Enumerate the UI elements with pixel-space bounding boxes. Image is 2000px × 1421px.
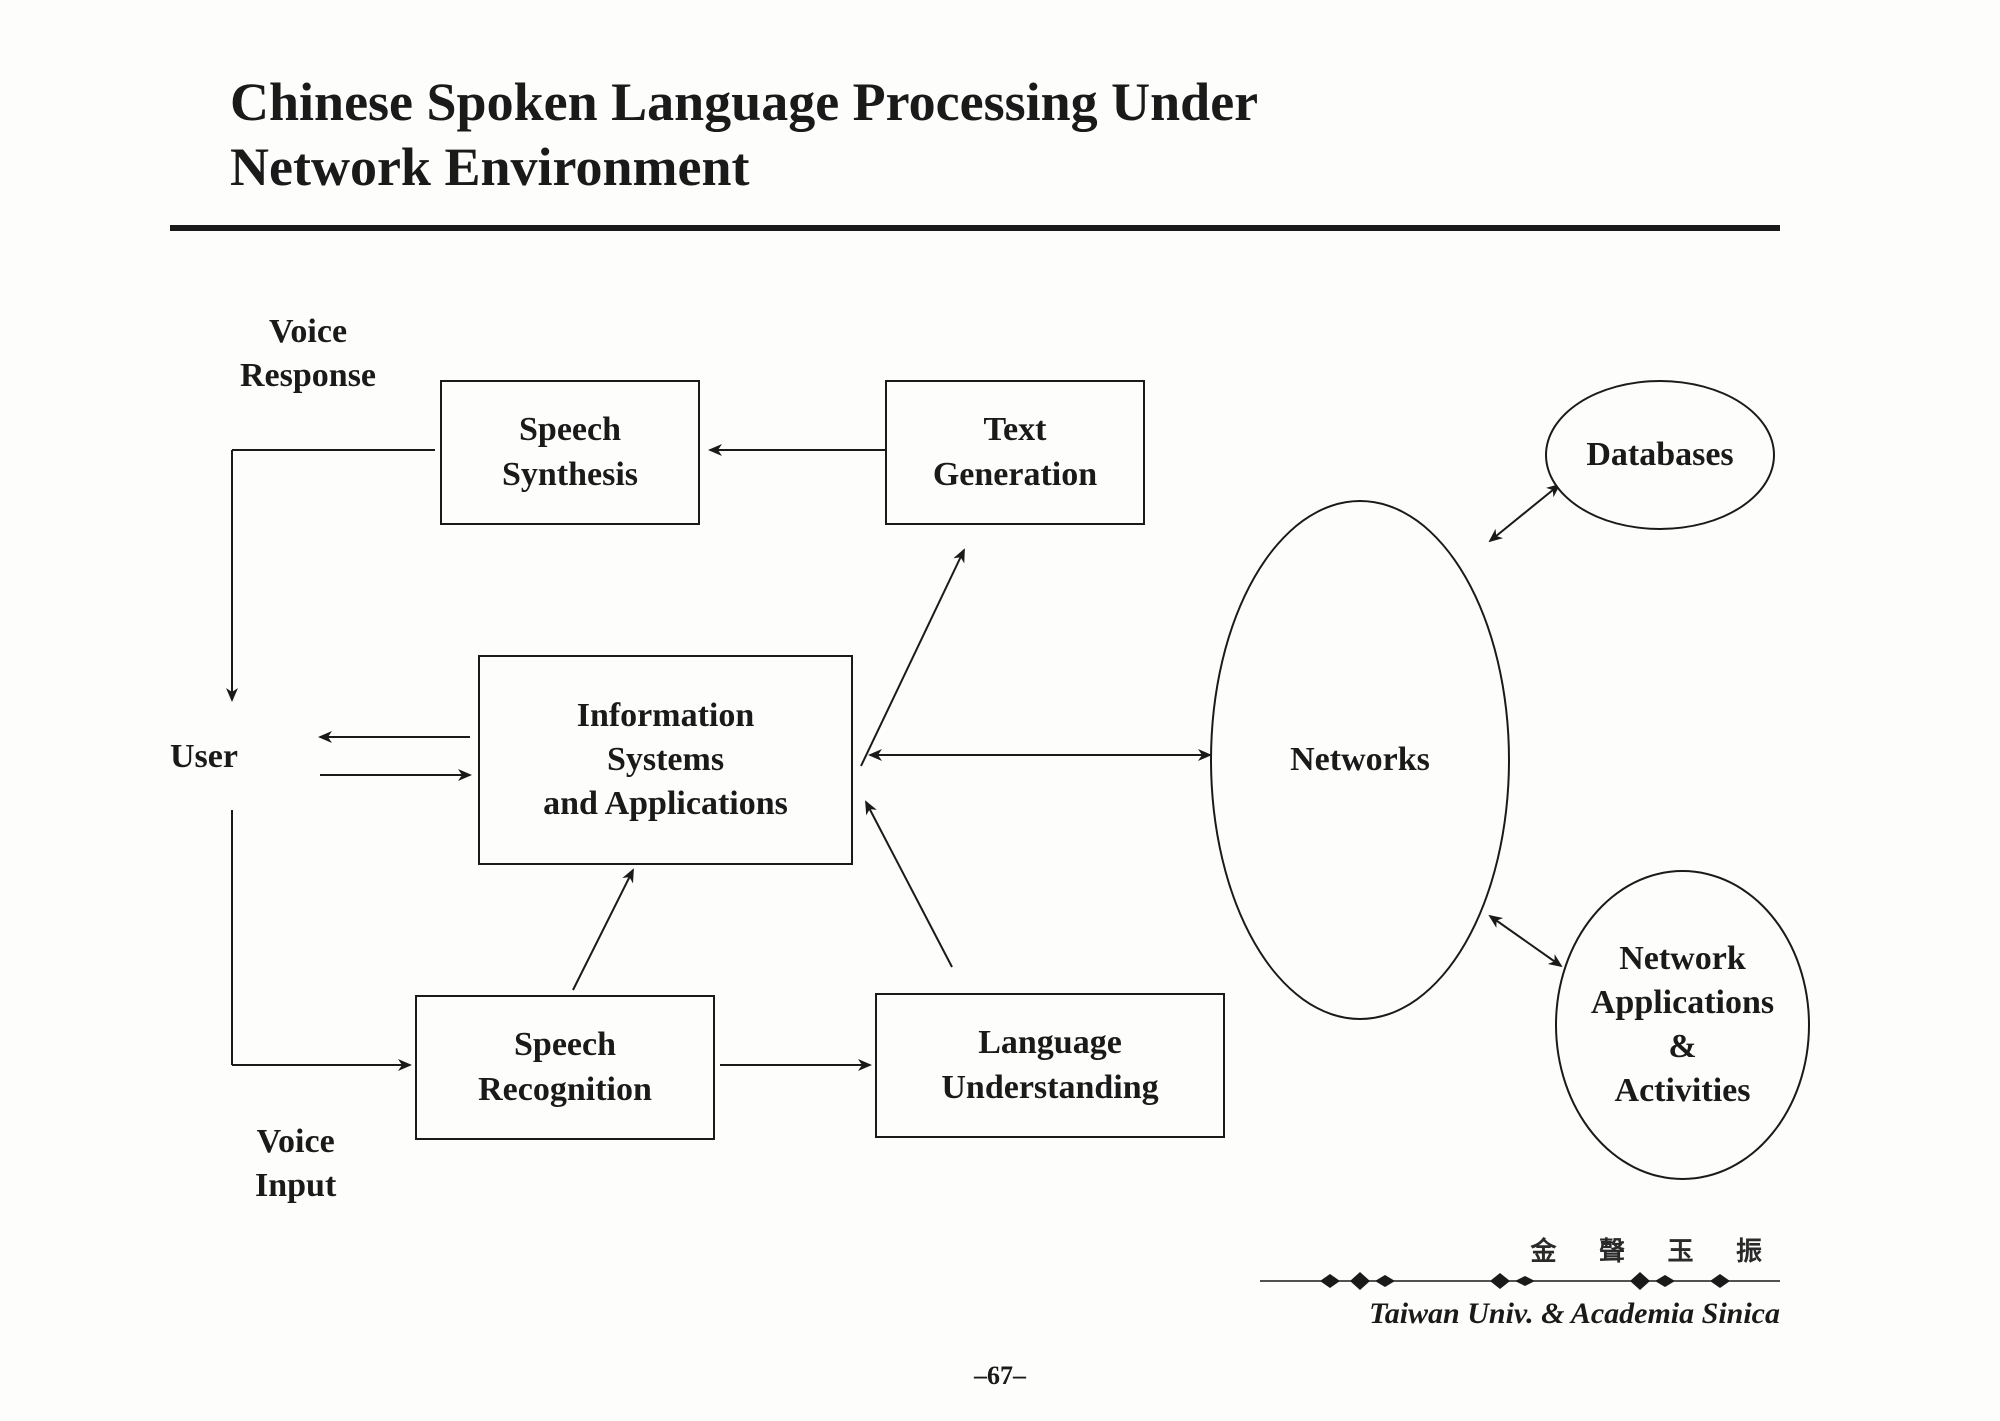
node-network-apps: NetworkApplications&Activities [1555,870,1810,1180]
node-speech-synthesis: SpeechSynthesis [440,380,700,525]
diagram-container: VoiceResponse User VoiceInput SpeechSynt… [0,0,2000,1421]
node-language-understanding: LanguageUnderstanding [875,993,1225,1138]
footer-institution: Taiwan Univ. & Academia Sinica [1260,1297,1780,1331]
node-networks: Networks [1210,500,1510,1020]
node-info-systems: InformationSystemsand Applications [478,655,853,865]
footer-chinese: 金 聲 玉 振 [1260,1231,1780,1268]
page-number: –67– [974,1361,1026,1391]
waveform-icon [1260,1272,1780,1290]
slide-page: Chinese Spoken Language Processing Under… [0,0,2000,1421]
label-voice-response: VoiceResponse [240,310,376,398]
node-text-generation: TextGeneration [885,380,1145,525]
node-speech-recognition: SpeechRecognition [415,995,715,1140]
footer-logo: 金 聲 玉 振 Taiwan Univ. & Academia Sinica [1260,1231,1780,1331]
label-user: User [170,735,238,779]
node-databases: Databases [1545,380,1775,530]
label-voice-input: VoiceInput [255,1120,336,1208]
